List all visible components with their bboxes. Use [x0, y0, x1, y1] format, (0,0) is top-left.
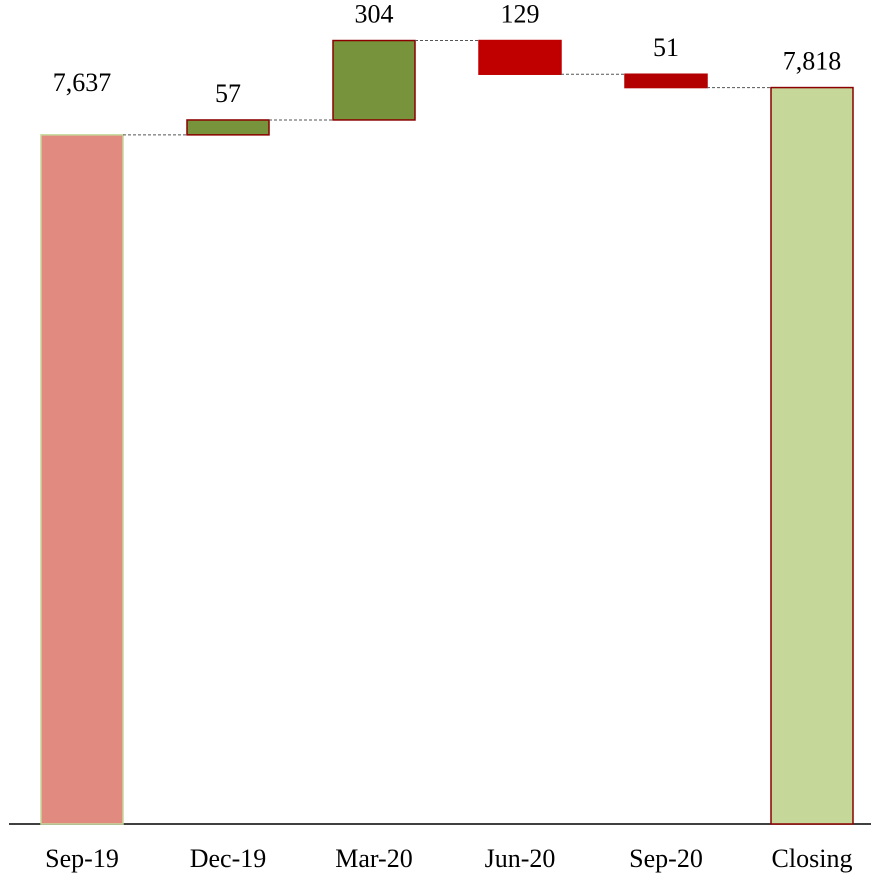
value-label: 7,818 — [783, 47, 842, 76]
value-label: 57 — [215, 79, 241, 108]
bar — [332, 39, 416, 121]
x-tick-label: Dec-19 — [190, 844, 267, 873]
x-tick-label: Closing — [772, 844, 853, 873]
value-label: 304 — [355, 0, 394, 29]
bar — [624, 73, 708, 89]
bar — [40, 134, 124, 825]
x-tick-label: Sep-20 — [629, 844, 703, 873]
value-label: 51 — [653, 33, 679, 62]
x-tick-label: Sep-19 — [45, 844, 119, 873]
x-tick-label: Jun-20 — [485, 844, 556, 873]
value-label: 7,637 — [53, 68, 112, 97]
bar — [478, 39, 562, 75]
x-tick-label: Mar-20 — [335, 844, 412, 873]
bar — [186, 119, 270, 136]
value-label: 129 — [501, 0, 540, 29]
bar — [770, 86, 854, 825]
